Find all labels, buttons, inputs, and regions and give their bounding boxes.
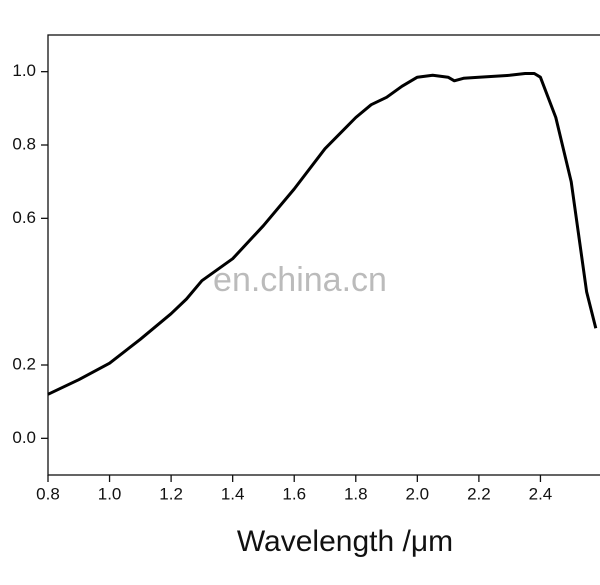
y-tick-label: 0.0 bbox=[12, 428, 36, 447]
watermark: en.china.cn bbox=[213, 261, 387, 299]
x-tick-label: 2.0 bbox=[406, 484, 430, 503]
x-tick-label: 1.4 bbox=[221, 484, 245, 503]
x-tick-label: 1.8 bbox=[344, 484, 368, 503]
x-tick-label: 2.4 bbox=[529, 484, 553, 503]
y-tick-label: 0.6 bbox=[12, 208, 36, 227]
plot-frame bbox=[47, 34, 600, 476]
x-tick-label: 1.2 bbox=[159, 484, 183, 503]
y-tick-label: 0.2 bbox=[12, 354, 36, 373]
x-tick-label: 0.8 bbox=[36, 484, 60, 503]
x-tick-label: 1.0 bbox=[98, 484, 122, 503]
x-tick-label: 2.2 bbox=[467, 484, 491, 503]
y-tick-label: 1.0 bbox=[12, 61, 36, 80]
y-tick-label: 0.8 bbox=[12, 134, 36, 153]
x-tick-label: 1.6 bbox=[282, 484, 306, 503]
data-line bbox=[47, 72, 598, 396]
x-axis-label: Wavelength /μm bbox=[237, 525, 453, 558]
